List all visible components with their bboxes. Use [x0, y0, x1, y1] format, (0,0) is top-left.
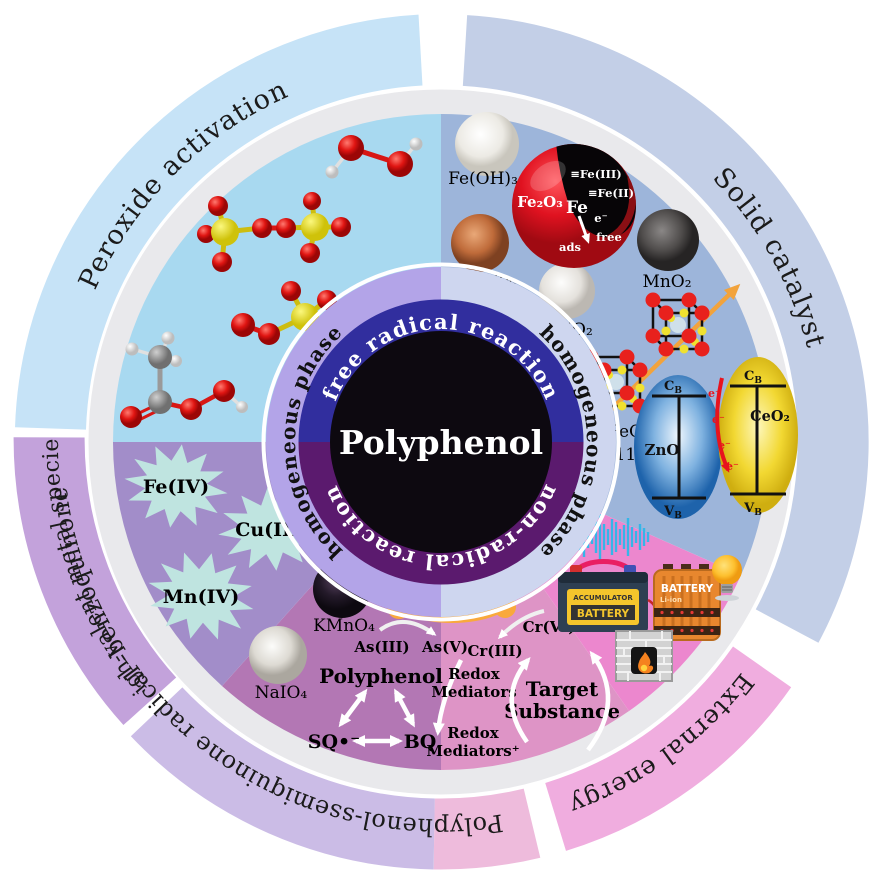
core-circle [330, 331, 552, 553]
electron-transfer-arrow [715, 377, 730, 473]
li-battery-text2: Li-ion [660, 596, 682, 604]
fe2-label: ≡Fe(II) [588, 186, 634, 200]
cu-nps-powder-image [451, 214, 509, 272]
mediator-bq-arrow [432, 658, 464, 736]
cr-reduction-arrow [497, 609, 545, 640]
mno2-label: MnO₂ [642, 272, 691, 292]
rmp-line2: Mediators⁺ [426, 742, 519, 760]
peracetic-acid-molecule [120, 331, 248, 428]
external-energy-content: ACCUMULATOR BATTERY BATTERY Li-ion [550, 514, 742, 682]
rm-line1: Redox [448, 665, 501, 683]
ring-free-radical [298, 299, 584, 443]
feoh3-powder-image [455, 112, 519, 176]
arc-external [544, 646, 792, 851]
zno-band-diagram: CB VB ZnO [634, 375, 722, 521]
furnace-icon [615, 630, 673, 682]
lightbulb-icon [712, 555, 742, 601]
core-title: Polyphenol [339, 423, 543, 462]
arc-solid [462, 15, 869, 643]
e2-label: e⁻ [712, 413, 725, 426]
arc-peroxide [15, 14, 423, 430]
center-white-outline [261, 262, 621, 622]
as3-label: As(III) [353, 638, 409, 656]
target-line1: Target [526, 677, 599, 701]
feoh3-label: Fe(OH)₃ [448, 169, 518, 189]
polyphenol-node-label: Polyphenol [319, 664, 443, 688]
redox-triangle-arrows [338, 688, 415, 747]
rm-line2: Mediators [431, 683, 516, 701]
fe4-label: Fe(IV) [143, 476, 209, 498]
target-cycle-arrow-right [586, 650, 611, 752]
arc-bottom-right [433, 788, 541, 870]
kmno4-label: KMnO₄ [313, 616, 375, 636]
free-label: free [596, 230, 622, 244]
zno-label: ZnO [645, 441, 680, 459]
h2o2-molecule [325, 135, 423, 179]
rmp-line1: Redox [447, 724, 500, 742]
electron-label: e⁻ [594, 211, 607, 225]
acc-battery-text1: ACCUMULATOR [573, 594, 633, 602]
fe3-label: ≡Fe(III) [570, 167, 622, 181]
arc-bottom-left [130, 687, 436, 870]
e4-label: e⁻ [726, 460, 739, 473]
as5-label: As(V) [421, 638, 468, 656]
naio4-label: NaIO₄ [255, 683, 308, 703]
e1-label: e⁻ [708, 387, 721, 400]
outer-arc-segments [13, 14, 869, 870]
cr3-label: Cr(III) [467, 642, 522, 660]
fe-release-arrow [577, 215, 590, 244]
naio4-powder-image [249, 626, 307, 684]
fe2o3-sphere-scheme: Fe₂O₃ Fe ≡Fe(III) ≡Fe(II) e⁻ ads free [512, 144, 636, 268]
fe-label: Fe [566, 198, 588, 218]
zno-cb-label: CB [664, 379, 682, 396]
li-ion-battery-icon: BATTERY Li-ion [653, 564, 721, 641]
bq-label: BQ [404, 731, 437, 753]
ads-label: ads [559, 240, 581, 254]
zno-vb-label: VB [663, 504, 682, 521]
sphere-cutaway [556, 144, 636, 238]
target-line2: Substance [504, 699, 620, 723]
acc-battery-text2: BATTERY [577, 608, 630, 620]
mno2-powder-image [637, 209, 699, 271]
ceo2-label: CeO₂ [750, 408, 790, 425]
ring-non-radical [298, 441, 584, 585]
ceo2-cb-label: CB [744, 369, 762, 386]
ceo2-vb-label: VB [743, 501, 762, 518]
ceo2-band-diagram: CB VB CeO₂ e⁻ e⁻ e⁻ e⁻ [708, 357, 798, 518]
target-cycle-arrow-left [509, 656, 531, 744]
center-core: Polyphenol free radical reaction non-rad… [261, 262, 621, 622]
fe2o3-label: Fe₂O₃ [517, 193, 563, 211]
sq-label: SQ•⁻ [308, 731, 360, 753]
li-battery-text1: BATTERY [661, 583, 714, 595]
e3-label: e⁻ [718, 439, 731, 452]
persulfate-molecule [197, 192, 351, 272]
as-oxidation-arrow [378, 620, 437, 636]
ring-homogeneous-left [266, 267, 442, 617]
arc-high-valent [13, 437, 177, 726]
mediator-content: Redox Mediators Redox Mediators⁺ Target … [426, 650, 620, 760]
mn4-label: Mn(IV) [163, 586, 239, 608]
ring-homogeneous-right [440, 267, 616, 617]
